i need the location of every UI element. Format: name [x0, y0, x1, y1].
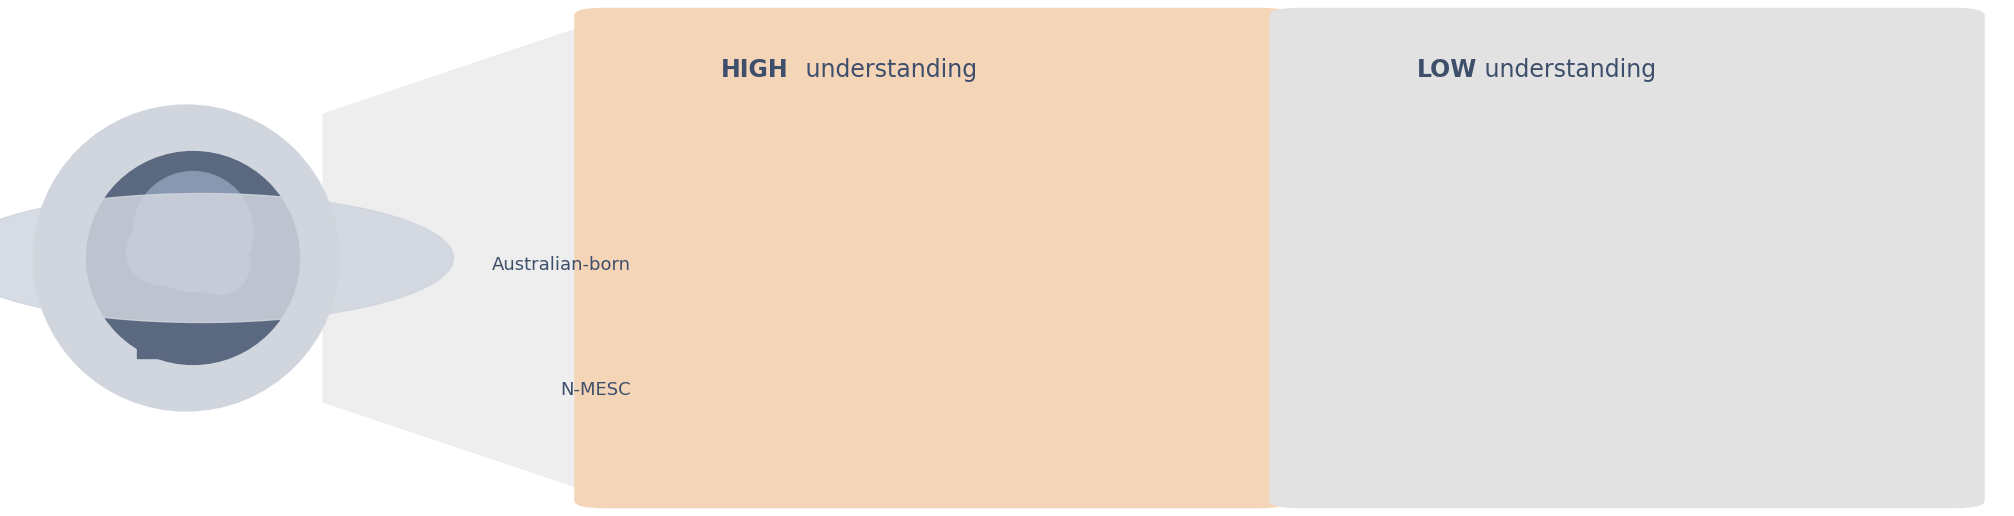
Polygon shape [701, 107, 719, 126]
Circle shape [655, 53, 713, 112]
Polygon shape [628, 78, 651, 87]
Circle shape [127, 218, 193, 285]
Polygon shape [649, 39, 667, 58]
Circle shape [34, 105, 338, 411]
Bar [1339, 237, 1603, 293]
Polygon shape [717, 78, 739, 87]
Circle shape [1376, 72, 1422, 118]
Polygon shape [713, 93, 733, 107]
Polygon shape [634, 58, 655, 72]
Text: 23: 23 [916, 381, 941, 398]
Text: LOW: LOW [1416, 58, 1476, 82]
Circle shape [87, 152, 300, 364]
Text: HIGH: HIGH [721, 58, 789, 82]
Polygon shape [687, 28, 697, 50]
Polygon shape [137, 331, 169, 358]
Text: understanding: understanding [1476, 58, 1656, 82]
Bar [644, 237, 1057, 293]
Polygon shape [687, 115, 697, 137]
Text: 23: 23 [1611, 256, 1635, 274]
Bar [644, 362, 908, 417]
Text: N-MESC: N-MESC [560, 381, 630, 398]
Circle shape [189, 235, 250, 295]
Circle shape [1351, 49, 1408, 104]
Text: Australian-born: Australian-born [491, 256, 630, 274]
Polygon shape [649, 107, 667, 126]
Polygon shape [701, 39, 719, 58]
Text: understanding: understanding [798, 58, 977, 82]
Polygon shape [713, 58, 733, 72]
Circle shape [1327, 70, 1390, 133]
Text: 36†: 36† [1065, 256, 1098, 274]
Polygon shape [671, 115, 681, 137]
Bar [1339, 362, 1764, 417]
Circle shape [133, 171, 254, 291]
Polygon shape [634, 93, 655, 107]
Text: 37†: 37† [1772, 381, 1805, 398]
Polygon shape [671, 28, 681, 50]
